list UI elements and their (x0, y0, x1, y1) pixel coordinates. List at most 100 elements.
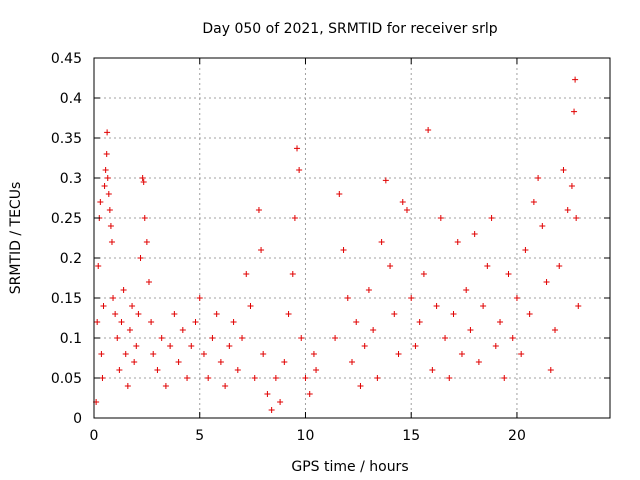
data-point (139, 175, 146, 181)
data-point (395, 351, 402, 357)
data-point (353, 319, 360, 325)
data-point (408, 295, 415, 301)
data-point (196, 295, 203, 301)
data-point (387, 263, 394, 269)
data-point (150, 351, 157, 357)
data-point (102, 167, 109, 173)
data-point (104, 175, 111, 181)
data-point (137, 255, 144, 261)
data-point (179, 327, 186, 333)
data-point (104, 129, 111, 136)
y-tick-label: 0.25 (51, 211, 82, 227)
y-tick-label: 0.05 (51, 371, 82, 387)
data-point (433, 303, 440, 309)
x-tick-label: 20 (508, 428, 526, 444)
data-point (530, 199, 537, 205)
data-point (289, 271, 296, 277)
data-point (492, 343, 499, 349)
data-point (175, 359, 182, 365)
data-point (100, 303, 107, 309)
data-point (429, 367, 436, 373)
data-point (171, 311, 178, 317)
data-point (332, 335, 339, 341)
data-point (501, 375, 508, 381)
data-point (573, 215, 580, 221)
data-point (97, 199, 104, 205)
data-point (94, 319, 101, 325)
data-point (552, 327, 559, 333)
data-point (145, 279, 152, 285)
data-point (458, 351, 465, 357)
data-point (564, 207, 571, 213)
data-point (571, 108, 578, 115)
data-point (154, 367, 161, 373)
data-point (513, 295, 520, 301)
y-tick-label: 0.3 (60, 171, 82, 187)
data-point (106, 207, 113, 213)
data-point (205, 375, 212, 381)
data-point (378, 239, 385, 245)
data-point (509, 335, 516, 341)
data-point (188, 343, 195, 349)
data-point (471, 231, 478, 237)
data-point (226, 343, 233, 349)
data-point (522, 247, 529, 253)
data-point (539, 223, 546, 229)
data-point (131, 359, 138, 365)
data-point (129, 303, 136, 309)
y-tick-label: 0.15 (51, 291, 82, 307)
data-point (403, 207, 410, 213)
data-point (126, 327, 133, 333)
data-point (310, 351, 317, 357)
data-point (463, 287, 470, 293)
data-point (251, 375, 258, 381)
data-points (93, 76, 582, 413)
grid-lines (94, 58, 610, 418)
data-point (133, 343, 140, 349)
data-point (526, 311, 533, 317)
data-point (357, 383, 364, 389)
data-point (140, 179, 147, 185)
data-point (107, 223, 114, 229)
data-point (543, 279, 550, 285)
data-point (260, 351, 267, 357)
data-point (162, 383, 169, 389)
data-point (141, 215, 148, 221)
data-point (505, 271, 512, 277)
data-point (420, 271, 427, 277)
data-point (560, 167, 567, 173)
data-point (281, 359, 288, 365)
data-point (547, 367, 554, 373)
data-point (467, 327, 474, 333)
data-point (497, 319, 504, 325)
data-point (143, 239, 150, 245)
data-point (110, 295, 117, 301)
data-point (217, 359, 224, 365)
data-point (572, 76, 579, 83)
data-point (230, 319, 237, 325)
plot-frame (93, 57, 611, 419)
data-point (285, 311, 292, 317)
data-point (268, 407, 275, 413)
data-point (484, 263, 491, 269)
data-point (277, 399, 284, 405)
data-point (313, 367, 320, 373)
y-tick-label: 0.45 (51, 51, 82, 67)
data-point (213, 311, 220, 317)
data-point (374, 375, 381, 381)
data-point (575, 303, 582, 309)
data-point (556, 263, 563, 269)
data-point (148, 319, 155, 325)
data-point (442, 335, 449, 341)
data-point (480, 303, 487, 309)
data-point (518, 351, 525, 357)
data-point (391, 311, 398, 317)
data-point (416, 319, 423, 325)
data-point (437, 215, 444, 221)
data-point (291, 215, 298, 221)
data-point (99, 375, 106, 381)
axis-ticks (93, 57, 610, 419)
data-point (344, 295, 351, 301)
data-point (243, 271, 250, 277)
data-point (118, 319, 125, 325)
